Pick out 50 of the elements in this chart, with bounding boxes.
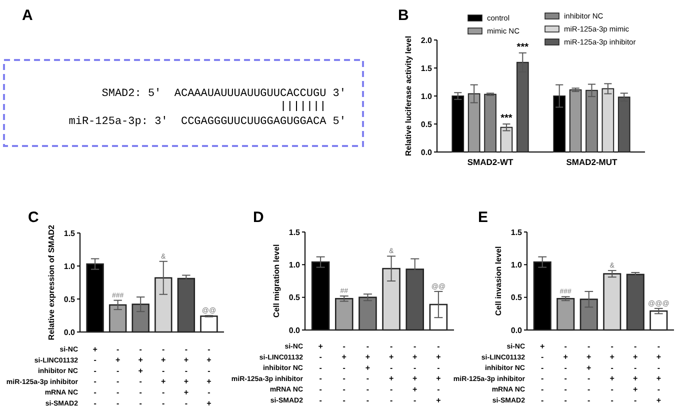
y-tick-label: 1.5 <box>420 64 433 73</box>
chart-title: E <box>478 209 488 226</box>
x-tick-label: - + - + - - <box>610 342 615 405</box>
x-tick-label: - + - - - - <box>342 342 347 405</box>
y-tick-label: 1.0 <box>288 260 301 270</box>
x-tick-label: - + + - - - <box>138 344 144 406</box>
y-tick-label: 1.0 <box>420 92 433 101</box>
x-tick-label: - + - + + - <box>412 342 418 405</box>
x-tick-label: + - - - - - <box>92 344 98 406</box>
y-tick-label: 0.0 <box>420 148 433 157</box>
y-tick-label: 1.5 <box>288 228 301 237</box>
x-tick-label: + - - - - - <box>540 342 546 405</box>
x-tick-label: - + - + + - <box>633 342 638 405</box>
y-tick-label: 1.5 <box>64 228 76 238</box>
chart-title: D <box>253 209 264 226</box>
x-tick-label: - + - - - - <box>563 342 568 405</box>
x-tick-label: - + + - - - <box>586 342 592 405</box>
y-tick-label: 1.0 <box>510 260 523 270</box>
x-tick-label: - + - + - + <box>206 344 212 406</box>
y-axis-title: Relative luciferase activity level <box>404 36 413 156</box>
y-axis-title: Relative expression of SMAD2 <box>47 224 56 340</box>
y-tick-label: 0.0 <box>510 326 523 335</box>
data-label: *** <box>500 113 512 124</box>
x-tick-label: - + + - - - <box>365 342 370 405</box>
text: A <box>22 7 33 24</box>
y-tick-label: 0.0 <box>288 326 301 335</box>
x-tick-label: - + - + - - <box>161 344 166 406</box>
y-tick-label: 0.5 <box>64 294 76 304</box>
x-tick-label: - + - + - + <box>436 342 442 405</box>
data-label: *** <box>516 42 529 53</box>
chart-title: B <box>398 7 409 24</box>
x-tick-label: - + - + - + <box>656 342 662 405</box>
x-tick-label: SMAD2-MUT <box>566 157 618 167</box>
x-tick-label: + - - - - - <box>318 342 324 405</box>
y-tick-label: 1.0 <box>64 262 76 271</box>
chart-title: C <box>28 209 39 226</box>
x-tick-label: - + - - - - <box>115 344 120 406</box>
text: miR-125a-3p: 3' CCGAGGGUUCUUGGAGUGGACA 5' <box>68 116 346 128</box>
y-tick-label: 0.0 <box>64 328 76 337</box>
y-axis-title: Cell migration level <box>272 244 281 318</box>
x-tick-label: - + - + + - <box>184 344 189 406</box>
y-axis-title: Cell invasion level <box>494 246 503 316</box>
text: SMAD2: 5' ACAAAUAUUUAUUGUUCACCUGU 3' <box>102 88 346 100</box>
y-tick-label: 0.5 <box>420 120 433 129</box>
y-tick-label: 0.5 <box>288 293 301 302</box>
x-tick-label: SMAD2-WT <box>467 157 514 167</box>
y-tick-label: 1.5 <box>510 228 523 237</box>
y-tick-label: 0.5 <box>510 293 523 302</box>
y-tick-label: 2.0 <box>420 36 433 45</box>
x-tick-label: - + - + - - <box>388 342 394 405</box>
